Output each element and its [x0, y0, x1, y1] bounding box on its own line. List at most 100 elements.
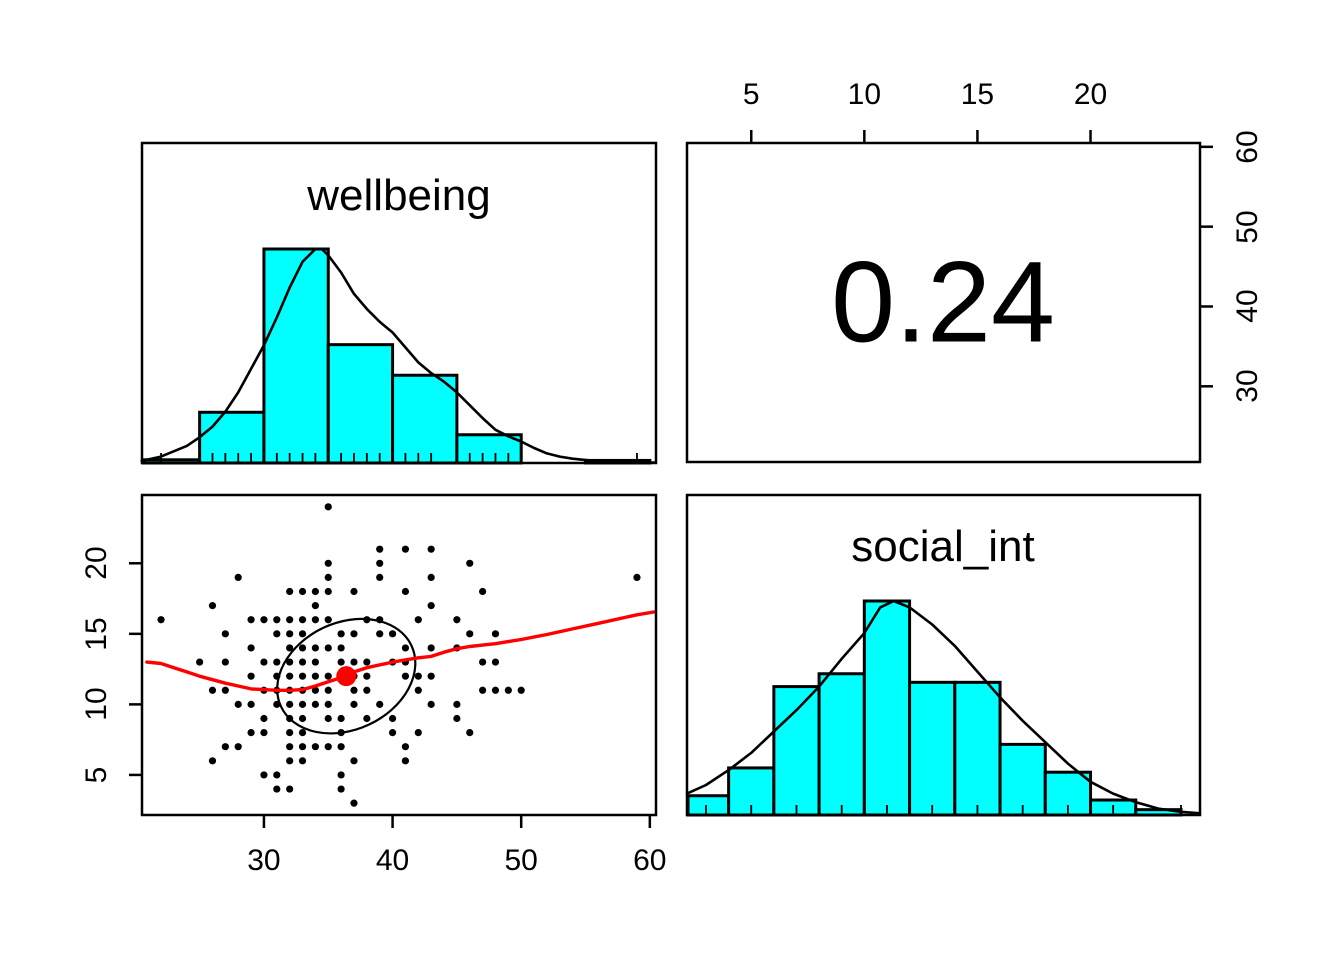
scatter-point — [324, 686, 332, 694]
scatter-point — [221, 658, 229, 666]
wellbeing-histogram-bar — [198, 410, 266, 465]
scatter-point — [286, 630, 294, 638]
scatter-point — [350, 700, 358, 708]
scatter-point — [298, 714, 307, 723]
scatter-x-tick-label: 40 — [375, 844, 410, 877]
scatter-point — [311, 700, 319, 708]
scatter-point — [479, 686, 487, 694]
scatter-point — [350, 757, 358, 765]
scatter-point — [298, 630, 307, 638]
scatter-point — [247, 700, 255, 708]
corr-right-tick-label: 60 — [1231, 130, 1264, 164]
wellbeing-histogram-bar — [455, 433, 523, 465]
scatter-point — [401, 672, 410, 680]
scatter-point — [286, 714, 294, 723]
scatter-point — [247, 644, 255, 652]
scatter-panel-frame — [140, 493, 658, 817]
scatter-point — [311, 644, 319, 652]
scatter-point — [363, 686, 371, 694]
scatter-point — [504, 686, 512, 694]
scatter-point — [286, 672, 294, 680]
scatter-point — [273, 785, 281, 793]
scatter-point — [286, 700, 294, 708]
scatter-point — [324, 672, 332, 680]
corr-right-tick-label: 50 — [1231, 209, 1264, 244]
mean-point-dot — [336, 666, 357, 687]
scatter-point — [350, 799, 358, 807]
social-int-histogram-bar — [953, 680, 1002, 817]
scatter-point — [273, 771, 281, 779]
scatter-point — [286, 729, 294, 737]
scatter-point — [427, 672, 435, 680]
scatter-point — [350, 587, 358, 596]
scatter-point — [298, 616, 307, 624]
scatter-x-tick-label: 30 — [247, 844, 281, 877]
wellbeing-histogram-bar — [262, 247, 330, 465]
scatter-point — [260, 729, 268, 737]
scatter-point — [234, 743, 242, 751]
scatter-point — [337, 743, 345, 751]
scatter-point — [388, 630, 397, 638]
scatter-point — [221, 630, 229, 638]
scatter-point — [260, 714, 268, 723]
social-int-panel-title: social_int — [851, 522, 1035, 571]
scatter-point — [337, 785, 345, 793]
scatter-point — [324, 644, 332, 652]
social-int-histogram-bar — [686, 794, 731, 817]
scatter-point — [337, 644, 345, 652]
scatter-point — [453, 616, 461, 624]
scatter-point — [427, 644, 435, 652]
scatter-point — [427, 573, 435, 581]
scatter-point — [414, 729, 422, 737]
scatter-point — [517, 686, 525, 694]
scatter-point — [337, 714, 345, 723]
scatter-x-tick-label: 60 — [633, 844, 667, 877]
scatter-point — [247, 672, 255, 680]
scatter-point — [234, 573, 242, 581]
scatter-point — [298, 757, 307, 765]
scatter-point — [273, 672, 281, 680]
scatter-point — [427, 700, 435, 708]
loess-smooth-line — [145, 610, 656, 692]
corr-right-tick-label: 30 — [1231, 369, 1264, 403]
wellbeing-histogram-bar — [326, 343, 395, 465]
scatter-point — [208, 686, 217, 694]
scatter-point — [337, 630, 345, 638]
scatter-point — [350, 686, 358, 694]
scatter-point — [260, 616, 268, 624]
scatter-point — [363, 714, 371, 723]
scatter-point — [298, 587, 307, 596]
scatter-point — [337, 729, 345, 737]
scatter-point — [324, 743, 332, 751]
social-int-histogram-bar — [817, 672, 866, 817]
scatter-point — [286, 785, 294, 793]
scatter-point — [401, 545, 410, 553]
scatter-point — [298, 658, 307, 666]
corr-right-tick-label: 40 — [1231, 289, 1264, 324]
scatter-point — [350, 658, 358, 666]
scatter-y-tick-label: 15 — [80, 617, 113, 651]
scatter-point — [363, 658, 371, 666]
correlation-panel-frame — [685, 141, 1202, 464]
scatter-point — [324, 559, 332, 567]
scatter-point — [401, 644, 410, 652]
scatter-point — [363, 672, 371, 680]
scatter-point — [311, 658, 319, 666]
scatter-point — [376, 559, 384, 567]
scatter-point — [324, 587, 332, 596]
correlation-value: 0.24 — [831, 238, 1055, 367]
scatter-point — [298, 700, 307, 708]
scatter-point — [221, 686, 229, 694]
scatter-point — [273, 658, 281, 666]
correlation-ellipse — [276, 617, 417, 735]
scatter-point — [324, 616, 332, 624]
scatter-point — [311, 616, 319, 624]
scatter-point — [221, 743, 229, 751]
scatter-point — [376, 545, 384, 553]
scatter-point — [247, 616, 255, 624]
scatter-point — [388, 729, 397, 737]
scatter-point — [298, 743, 307, 751]
scatter-point — [273, 700, 281, 708]
scatter-point — [311, 602, 319, 610]
